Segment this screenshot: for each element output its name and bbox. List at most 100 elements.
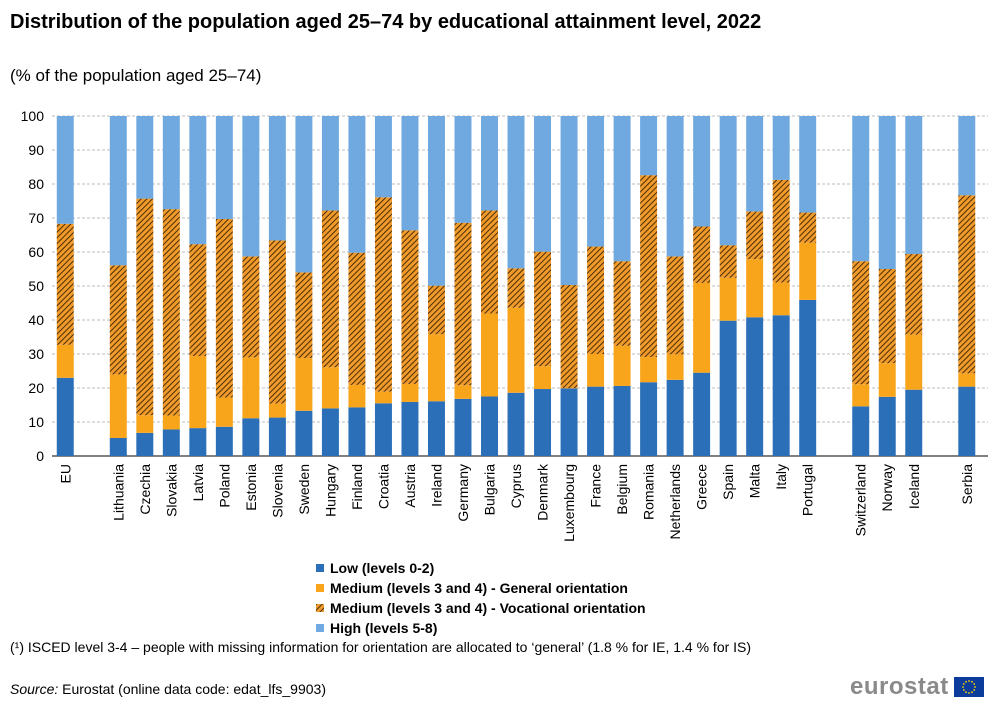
eu-star xyxy=(964,691,967,694)
bar-segment-vocational xyxy=(534,251,552,367)
bar-segment-general xyxy=(268,403,286,418)
legend-item-high: High (levels 5-8) xyxy=(316,618,646,638)
legend-label-vocational: Medium (levels 3 and 4) - Vocational ori… xyxy=(330,600,646,616)
bar-segment-general xyxy=(348,384,366,408)
x-tick-label: Netherlands xyxy=(667,464,683,540)
bar-segment-high xyxy=(109,116,127,266)
bar-segment-general xyxy=(136,415,154,433)
x-tick-label: Belgium xyxy=(614,464,630,515)
bar-segment-general xyxy=(852,384,870,407)
bar-segment-general xyxy=(613,345,631,386)
bar-segment-general xyxy=(242,357,260,419)
legend-swatch-general xyxy=(316,584,324,592)
bar-segment-high xyxy=(321,116,339,211)
eu-flag-icon xyxy=(953,677,984,697)
bar-segment-general xyxy=(321,367,339,409)
bar-segment-vocational xyxy=(242,256,260,358)
x-tick-label: Slovenia xyxy=(269,464,285,518)
y-tick-label: 50 xyxy=(28,278,44,294)
x-tick-label: Luxembourg xyxy=(561,464,577,542)
y-tick-label: 30 xyxy=(28,346,44,362)
bar-segment-low xyxy=(374,403,392,456)
bar-segment-vocational xyxy=(507,268,525,308)
bar-segment-high xyxy=(481,116,498,211)
eu-stars-icon xyxy=(961,680,976,694)
bar-segment-vocational xyxy=(560,284,578,388)
y-tick-label: 60 xyxy=(28,244,44,260)
bar-austria xyxy=(401,116,419,456)
bar-segment-general xyxy=(878,363,896,397)
bar-segment-general xyxy=(666,354,684,380)
bar-segment-low xyxy=(560,388,578,456)
x-tick-label: Bulgaria xyxy=(482,464,498,516)
bar-iceland xyxy=(905,116,923,456)
bar-slovakia xyxy=(162,116,180,456)
x-tick-label: EU xyxy=(57,464,73,483)
bar-segment-general xyxy=(640,357,658,383)
bar-segment-high xyxy=(242,116,260,257)
legend-label-general: Medium (levels 3 and 4) - General orient… xyxy=(330,580,628,596)
footnote: (¹) ISCED level 3-4 – people with missin… xyxy=(10,639,752,655)
y-tick-label: 20 xyxy=(28,380,44,396)
eu-star xyxy=(973,686,976,688)
bar-segment-low xyxy=(958,386,976,456)
bar-segment-low xyxy=(640,382,658,456)
x-tick-label: Austria xyxy=(402,464,418,508)
source-note: Source: Eurostat (online data code: edat… xyxy=(10,680,326,698)
bar-segment-low xyxy=(401,401,419,456)
eu-star xyxy=(970,691,973,694)
bar-segment-vocational xyxy=(852,261,870,385)
bar-segment-high xyxy=(162,116,180,210)
bar-segment-low xyxy=(109,437,127,456)
eu-star xyxy=(964,680,967,683)
bar-luxembourg xyxy=(560,116,578,456)
bar-segment-high xyxy=(666,116,684,257)
bar-segment-low xyxy=(427,401,445,456)
x-tick-label: Slovakia xyxy=(163,464,179,517)
bar-segment-low xyxy=(613,385,631,456)
x-tick-label: Norway xyxy=(879,464,895,511)
eu-star xyxy=(972,689,975,691)
bar-segment-low xyxy=(772,315,790,456)
bar-segment-vocational xyxy=(189,244,207,357)
chart-subtitle: (% of the population aged 25–74) xyxy=(10,66,262,85)
bar-estonia xyxy=(242,116,260,456)
legend-swatch-low xyxy=(316,564,324,572)
bar-segment-high xyxy=(560,116,578,285)
eu-star xyxy=(970,680,973,683)
bar-eu xyxy=(56,116,74,456)
bar-segment-high xyxy=(136,116,154,199)
bar-segment-vocational xyxy=(56,223,74,345)
bar-germany xyxy=(454,116,472,456)
bar-latvia xyxy=(189,116,207,456)
x-tick-label: Switzerland xyxy=(853,464,869,536)
bar-segment-vocational xyxy=(454,222,472,386)
bar-romania xyxy=(640,116,658,456)
bar-segment-low xyxy=(719,320,737,456)
bar-segment-high xyxy=(295,116,313,273)
bar-segment-vocational xyxy=(295,272,313,359)
bar-segment-general xyxy=(401,383,419,402)
bar-segment-vocational xyxy=(136,198,154,416)
x-tick-label: Denmark xyxy=(535,463,551,521)
bar-poland xyxy=(215,116,233,456)
legend-item-vocational: Medium (levels 3 and 4) - Vocational ori… xyxy=(316,598,646,618)
y-tick-label: 10 xyxy=(28,414,44,430)
bar-segment-high xyxy=(454,116,472,223)
bars xyxy=(56,116,976,456)
bar-segment-low xyxy=(878,396,896,456)
bar-cyprus xyxy=(507,116,525,456)
bar-segment-high xyxy=(215,116,233,220)
bar-segment-high xyxy=(772,116,790,180)
bar-segment-vocational xyxy=(640,175,658,358)
bar-czechia xyxy=(136,116,154,456)
x-tick-label: Portugal xyxy=(800,464,816,516)
bar-segment-general xyxy=(587,354,605,387)
eu-star xyxy=(961,686,964,688)
bar-segment-high xyxy=(587,116,605,247)
bar-segment-vocational xyxy=(587,246,605,354)
bar-segment-general xyxy=(454,385,472,399)
legend: Low (levels 0-2) Medium (levels 3 and 4)… xyxy=(316,558,646,638)
bar-segment-low xyxy=(295,410,313,456)
x-tick-label: Hungary xyxy=(322,464,338,517)
